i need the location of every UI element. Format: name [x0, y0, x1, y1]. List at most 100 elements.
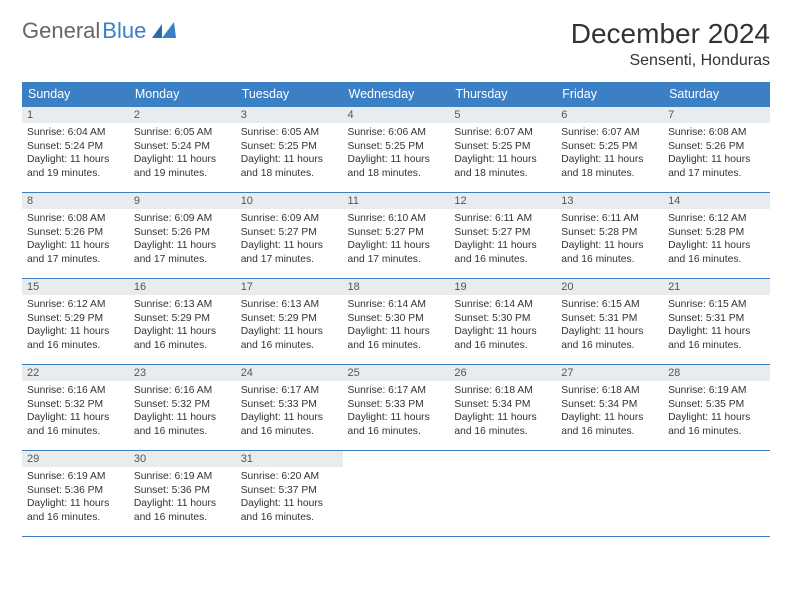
calendar-cell — [343, 451, 450, 537]
calendar-cell: 6Sunrise: 6:07 AMSunset: 5:25 PMDaylight… — [556, 107, 663, 193]
logo-mark-icon — [152, 18, 178, 44]
day-details: Sunrise: 6:10 AMSunset: 5:27 PMDaylight:… — [343, 209, 450, 270]
day-details: Sunrise: 6:19 AMSunset: 5:36 PMDaylight:… — [22, 467, 129, 528]
calendar-row: 1Sunrise: 6:04 AMSunset: 5:24 PMDaylight… — [22, 107, 770, 193]
calendar-row: 15Sunrise: 6:12 AMSunset: 5:29 PMDayligh… — [22, 279, 770, 365]
calendar-cell: 7Sunrise: 6:08 AMSunset: 5:26 PMDaylight… — [663, 107, 770, 193]
calendar-cell: 26Sunrise: 6:18 AMSunset: 5:34 PMDayligh… — [449, 365, 556, 451]
day-number: 25 — [343, 365, 450, 381]
day-details: Sunrise: 6:18 AMSunset: 5:34 PMDaylight:… — [449, 381, 556, 442]
day-number: 5 — [449, 107, 556, 123]
calendar-cell — [556, 451, 663, 537]
calendar-cell: 3Sunrise: 6:05 AMSunset: 5:25 PMDaylight… — [236, 107, 343, 193]
day-details: Sunrise: 6:12 AMSunset: 5:28 PMDaylight:… — [663, 209, 770, 270]
header: General Blue December 2024 Sensenti, Hon… — [22, 18, 770, 70]
day-details: Sunrise: 6:05 AMSunset: 5:25 PMDaylight:… — [236, 123, 343, 184]
day-details: Sunrise: 6:17 AMSunset: 5:33 PMDaylight:… — [236, 381, 343, 442]
calendar-cell: 11Sunrise: 6:10 AMSunset: 5:27 PMDayligh… — [343, 193, 450, 279]
weekday-header: Tuesday — [236, 82, 343, 107]
day-number: 13 — [556, 193, 663, 209]
day-details: Sunrise: 6:11 AMSunset: 5:28 PMDaylight:… — [556, 209, 663, 270]
calendar-cell: 13Sunrise: 6:11 AMSunset: 5:28 PMDayligh… — [556, 193, 663, 279]
calendar-body: 1Sunrise: 6:04 AMSunset: 5:24 PMDaylight… — [22, 107, 770, 537]
day-number: 12 — [449, 193, 556, 209]
calendar-cell: 24Sunrise: 6:17 AMSunset: 5:33 PMDayligh… — [236, 365, 343, 451]
day-number: 10 — [236, 193, 343, 209]
calendar-header-row: SundayMondayTuesdayWednesdayThursdayFrid… — [22, 82, 770, 107]
logo-text-general: General — [22, 18, 100, 44]
day-details: Sunrise: 6:17 AMSunset: 5:33 PMDaylight:… — [343, 381, 450, 442]
weekday-header: Thursday — [449, 82, 556, 107]
calendar-cell: 28Sunrise: 6:19 AMSunset: 5:35 PMDayligh… — [663, 365, 770, 451]
calendar-cell: 21Sunrise: 6:15 AMSunset: 5:31 PMDayligh… — [663, 279, 770, 365]
day-details: Sunrise: 6:06 AMSunset: 5:25 PMDaylight:… — [343, 123, 450, 184]
day-number: 15 — [22, 279, 129, 295]
day-details: Sunrise: 6:18 AMSunset: 5:34 PMDaylight:… — [556, 381, 663, 442]
calendar-cell: 14Sunrise: 6:12 AMSunset: 5:28 PMDayligh… — [663, 193, 770, 279]
day-details: Sunrise: 6:20 AMSunset: 5:37 PMDaylight:… — [236, 467, 343, 528]
day-number: 16 — [129, 279, 236, 295]
day-number: 11 — [343, 193, 450, 209]
day-details: Sunrise: 6:19 AMSunset: 5:36 PMDaylight:… — [129, 467, 236, 528]
calendar-cell: 17Sunrise: 6:13 AMSunset: 5:29 PMDayligh… — [236, 279, 343, 365]
day-details: Sunrise: 6:16 AMSunset: 5:32 PMDaylight:… — [129, 381, 236, 442]
day-number: 23 — [129, 365, 236, 381]
day-number: 21 — [663, 279, 770, 295]
day-details: Sunrise: 6:08 AMSunset: 5:26 PMDaylight:… — [22, 209, 129, 270]
day-number: 27 — [556, 365, 663, 381]
day-number: 6 — [556, 107, 663, 123]
day-details: Sunrise: 6:19 AMSunset: 5:35 PMDaylight:… — [663, 381, 770, 442]
day-number: 4 — [343, 107, 450, 123]
title-block: December 2024 Sensenti, Honduras — [571, 18, 770, 70]
day-details: Sunrise: 6:09 AMSunset: 5:26 PMDaylight:… — [129, 209, 236, 270]
day-details: Sunrise: 6:09 AMSunset: 5:27 PMDaylight:… — [236, 209, 343, 270]
weekday-header: Saturday — [663, 82, 770, 107]
calendar-cell: 31Sunrise: 6:20 AMSunset: 5:37 PMDayligh… — [236, 451, 343, 537]
calendar-cell — [663, 451, 770, 537]
day-details: Sunrise: 6:16 AMSunset: 5:32 PMDaylight:… — [22, 381, 129, 442]
day-number: 3 — [236, 107, 343, 123]
calendar-cell: 9Sunrise: 6:09 AMSunset: 5:26 PMDaylight… — [129, 193, 236, 279]
weekday-header: Sunday — [22, 82, 129, 107]
calendar-cell: 29Sunrise: 6:19 AMSunset: 5:36 PMDayligh… — [22, 451, 129, 537]
day-number: 2 — [129, 107, 236, 123]
calendar-cell: 4Sunrise: 6:06 AMSunset: 5:25 PMDaylight… — [343, 107, 450, 193]
day-details: Sunrise: 6:15 AMSunset: 5:31 PMDaylight:… — [556, 295, 663, 356]
day-details: Sunrise: 6:08 AMSunset: 5:26 PMDaylight:… — [663, 123, 770, 184]
day-details: Sunrise: 6:11 AMSunset: 5:27 PMDaylight:… — [449, 209, 556, 270]
day-number: 28 — [663, 365, 770, 381]
day-details: Sunrise: 6:13 AMSunset: 5:29 PMDaylight:… — [129, 295, 236, 356]
calendar-cell: 18Sunrise: 6:14 AMSunset: 5:30 PMDayligh… — [343, 279, 450, 365]
calendar-cell: 16Sunrise: 6:13 AMSunset: 5:29 PMDayligh… — [129, 279, 236, 365]
day-number: 17 — [236, 279, 343, 295]
day-number: 19 — [449, 279, 556, 295]
day-details: Sunrise: 6:04 AMSunset: 5:24 PMDaylight:… — [22, 123, 129, 184]
day-number: 22 — [22, 365, 129, 381]
logo-text-blue: Blue — [102, 18, 146, 44]
calendar-cell: 15Sunrise: 6:12 AMSunset: 5:29 PMDayligh… — [22, 279, 129, 365]
day-details: Sunrise: 6:13 AMSunset: 5:29 PMDaylight:… — [236, 295, 343, 356]
calendar-cell — [449, 451, 556, 537]
calendar-cell: 2Sunrise: 6:05 AMSunset: 5:24 PMDaylight… — [129, 107, 236, 193]
day-details: Sunrise: 6:14 AMSunset: 5:30 PMDaylight:… — [449, 295, 556, 356]
calendar-cell: 5Sunrise: 6:07 AMSunset: 5:25 PMDaylight… — [449, 107, 556, 193]
weekday-header: Wednesday — [343, 82, 450, 107]
logo: General Blue — [22, 18, 178, 44]
day-number: 30 — [129, 451, 236, 467]
calendar-cell: 30Sunrise: 6:19 AMSunset: 5:36 PMDayligh… — [129, 451, 236, 537]
day-number: 29 — [22, 451, 129, 467]
day-details: Sunrise: 6:07 AMSunset: 5:25 PMDaylight:… — [449, 123, 556, 184]
calendar-cell: 20Sunrise: 6:15 AMSunset: 5:31 PMDayligh… — [556, 279, 663, 365]
day-details: Sunrise: 6:07 AMSunset: 5:25 PMDaylight:… — [556, 123, 663, 184]
day-details: Sunrise: 6:12 AMSunset: 5:29 PMDaylight:… — [22, 295, 129, 356]
day-number: 7 — [663, 107, 770, 123]
day-number: 31 — [236, 451, 343, 467]
day-number: 8 — [22, 193, 129, 209]
calendar-cell: 27Sunrise: 6:18 AMSunset: 5:34 PMDayligh… — [556, 365, 663, 451]
day-details: Sunrise: 6:05 AMSunset: 5:24 PMDaylight:… — [129, 123, 236, 184]
day-number: 20 — [556, 279, 663, 295]
page-title: December 2024 — [571, 18, 770, 50]
calendar-cell: 25Sunrise: 6:17 AMSunset: 5:33 PMDayligh… — [343, 365, 450, 451]
calendar-cell: 10Sunrise: 6:09 AMSunset: 5:27 PMDayligh… — [236, 193, 343, 279]
calendar-cell: 1Sunrise: 6:04 AMSunset: 5:24 PMDaylight… — [22, 107, 129, 193]
